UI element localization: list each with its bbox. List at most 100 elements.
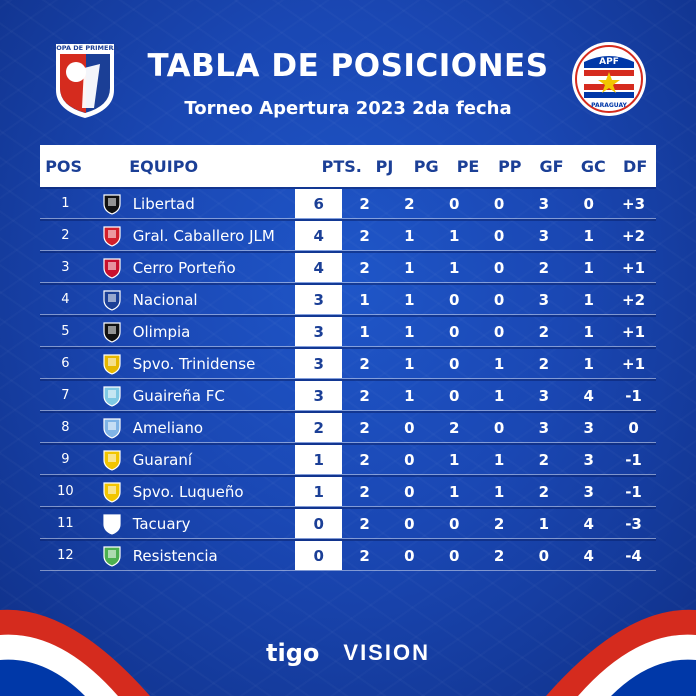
page-title: TABLA DE POSICIONES: [147, 48, 549, 84]
team-name: Libertad: [132, 194, 195, 213]
row-pg: 1: [404, 354, 415, 373]
row-pj: 2: [359, 418, 370, 437]
row-gc: 3: [583, 450, 594, 469]
row-gf: 3: [538, 194, 550, 213]
team-name: Nacional: [132, 290, 198, 309]
row-df: +1: [622, 322, 646, 341]
row-pp: 1: [493, 354, 505, 373]
row-gc: 1: [583, 258, 594, 277]
team-name: Guaireña FC: [132, 386, 225, 405]
row-pj: 2: [359, 226, 370, 245]
row-pos: 4: [61, 292, 70, 307]
svg-text:PARAGUAY: PARAGUAY: [591, 102, 627, 109]
row-gf: 3: [538, 418, 550, 437]
guarani-crest-icon: [99, 449, 125, 471]
row-pos: 10: [57, 484, 74, 499]
row-pp: 0: [493, 322, 505, 341]
row-pp: 1: [493, 482, 505, 501]
row-pe: 1: [449, 226, 460, 245]
team-name: Spvo. Luqueño: [132, 482, 244, 501]
row-pts: 2: [295, 413, 343, 442]
table-row: 4 Nacional 3 1 1 0 0 3 1 +2: [40, 283, 656, 315]
row-gc: 4: [583, 386, 594, 405]
col-header-pts: PTS.: [321, 156, 362, 176]
row-team: Libertad: [91, 193, 296, 215]
team-name: Olimpia: [132, 322, 191, 341]
row-pj: 2: [359, 450, 370, 469]
tacuary-crest-icon: [99, 513, 125, 535]
row-gc: 0: [583, 194, 594, 213]
row-pp: 2: [493, 514, 505, 533]
table-row: 3 Cerro Porteño 4 2 1 1 0 2 1 +1: [40, 251, 656, 283]
row-pts: 3: [295, 317, 343, 346]
flag-corner-right: [546, 609, 696, 696]
row-pos: 1: [61, 196, 70, 211]
row-team: Ameliano: [91, 417, 296, 439]
col-header-pe: PE: [456, 156, 480, 176]
row-gc: 1: [583, 322, 594, 341]
row-pj: 2: [359, 194, 370, 213]
standings-table: POS EQUIPO PTS. PJ PG PE PP GF GC DF 1 L…: [40, 145, 656, 571]
row-pj: 2: [359, 546, 370, 565]
team-name: Cerro Porteño: [132, 258, 236, 277]
row-df: 0: [628, 418, 639, 437]
row-pg: 1: [404, 226, 415, 245]
row-gf: 2: [538, 482, 550, 501]
row-pe: 0: [449, 386, 460, 405]
row-pp: 0: [493, 418, 505, 437]
row-pos: 12: [57, 548, 74, 563]
table-row: 10 Spvo. Luqueño 1 2 0 1 1 2 3 -1: [40, 475, 656, 507]
row-gc: 4: [583, 514, 594, 533]
apf-logo: APF PARAGUAY: [572, 42, 646, 116]
row-gc: 1: [583, 226, 594, 245]
table-row: 6 Spvo. Trinidense 3 2 1 0 1 2 1 +1: [40, 347, 656, 379]
row-gc: 1: [583, 290, 594, 309]
row-df: -4: [625, 546, 642, 565]
row-pg: 0: [404, 418, 415, 437]
team-name: Resistencia: [132, 546, 218, 565]
row-gf: 0: [538, 546, 550, 565]
caballero-crest-icon: [99, 225, 125, 247]
row-pe: 0: [449, 322, 460, 341]
row-pj: 1: [359, 290, 370, 309]
row-df: -1: [625, 386, 642, 405]
row-df: +1: [622, 258, 646, 277]
row-gf: 3: [538, 386, 550, 405]
row-pp: 2: [493, 546, 505, 565]
row-pg: 2: [404, 194, 415, 213]
vision-logo: VISION: [343, 640, 430, 665]
row-pe: 0: [449, 514, 460, 533]
table-row: 8 Ameliano 2 2 0 2 0 3 3 0: [40, 411, 656, 443]
row-pts: 3: [295, 285, 343, 314]
row-df: -1: [625, 450, 642, 469]
team-name: Tacuary: [132, 514, 191, 533]
cerro-crest-icon: [99, 257, 125, 279]
row-team: Gral. Caballero JLM: [91, 225, 296, 247]
team-name: Gral. Caballero JLM: [132, 226, 275, 245]
col-header-df: DF: [623, 156, 648, 176]
row-pts: 3: [295, 381, 343, 410]
ameliano-crest-icon: [99, 417, 125, 439]
row-team: Cerro Porteño: [91, 257, 296, 279]
row-pe: 2: [449, 418, 460, 437]
row-df: +3: [622, 194, 646, 213]
row-df: -1: [625, 482, 642, 501]
row-gf: 2: [538, 354, 550, 373]
row-gf: 2: [538, 450, 550, 469]
row-pts: 6: [295, 189, 343, 218]
row-team: Spvo. Trinidense: [91, 353, 296, 375]
row-pp: 0: [493, 290, 505, 309]
col-header-gc: GC: [580, 156, 606, 176]
row-pp: 0: [493, 258, 505, 277]
tigo-logo: tigo: [266, 639, 320, 667]
team-name: Spvo. Trinidense: [132, 354, 256, 373]
col-header-pj: PJ: [375, 156, 394, 176]
row-pts: 0: [295, 509, 343, 538]
row-df: +2: [622, 226, 646, 245]
table-row: 5 Olimpia 3 1 1 0 0 2 1 +1: [40, 315, 656, 347]
col-header-team: EQUIPO: [129, 156, 199, 176]
row-pts: 1: [295, 477, 343, 506]
col-header-pp: PP: [498, 156, 522, 176]
row-pts: 4: [295, 253, 343, 282]
row-team: Nacional: [91, 289, 296, 311]
